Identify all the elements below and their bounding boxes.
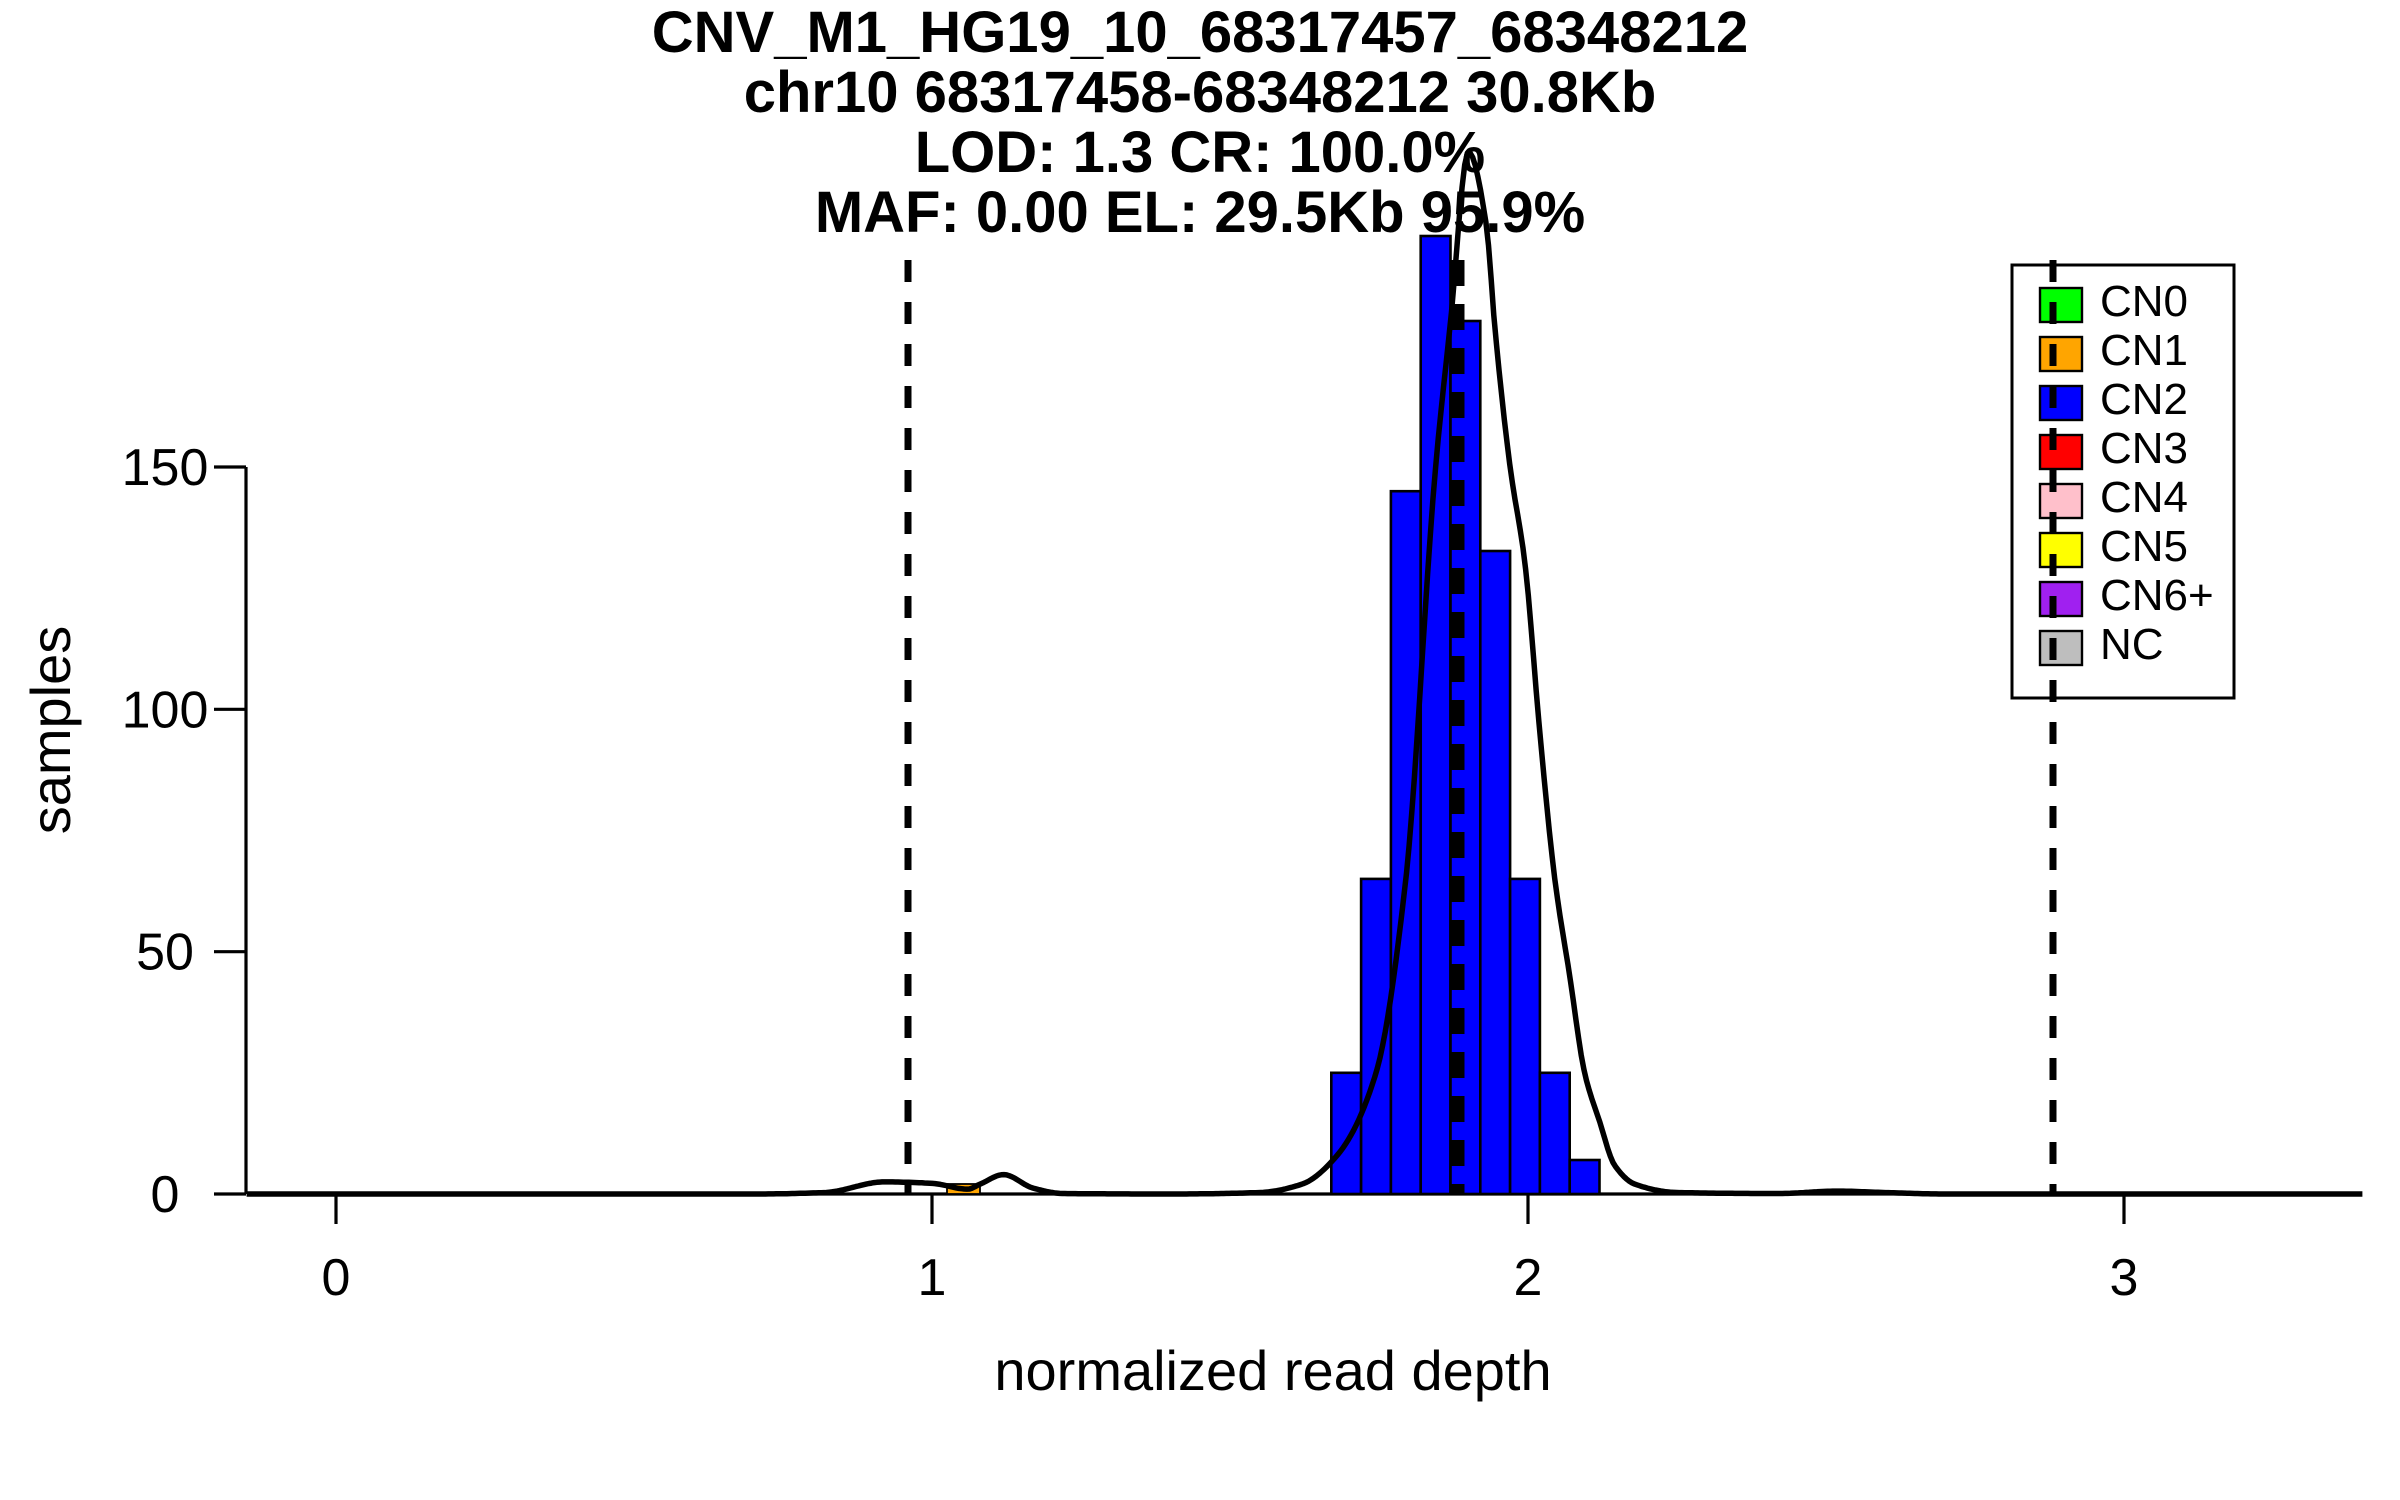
svg-text:0: 0 — [322, 1249, 351, 1307]
svg-text:100: 100 — [122, 681, 209, 739]
svg-text:CN2: CN2 — [2100, 375, 2188, 424]
svg-text:LOD: 1.3 CR: 100.0%: LOD: 1.3 CR: 100.0% — [915, 120, 1486, 185]
svg-text:3: 3 — [2110, 1249, 2139, 1307]
svg-text:0: 0 — [151, 1166, 180, 1224]
svg-text:150: 150 — [122, 439, 209, 497]
svg-text:CN4: CN4 — [2100, 473, 2188, 522]
svg-text:CN6+: CN6+ — [2100, 571, 2214, 620]
svg-text:CN1: CN1 — [2100, 326, 2188, 375]
svg-text:normalized read depth: normalized read depth — [994, 1339, 1551, 1402]
svg-text:2: 2 — [1514, 1249, 1543, 1307]
svg-text:50: 50 — [136, 924, 194, 982]
svg-text:MAF: 0.00 EL: 29.5Kb 95.9%: MAF: 0.00 EL: 29.5Kb 95.9% — [815, 180, 1585, 245]
svg-text:chr10 68317458-68348212 30.8Kb: chr10 68317458-68348212 30.8Kb — [744, 60, 1657, 125]
svg-text:NC: NC — [2100, 620, 2164, 669]
svg-text:CNV_M1_HG19_10_68317457_683482: CNV_M1_HG19_10_68317457_68348212 — [652, 0, 1748, 65]
svg-text:CN5: CN5 — [2100, 522, 2188, 571]
svg-text:CN0: CN0 — [2100, 277, 2188, 326]
svg-text:samples: samples — [19, 626, 82, 835]
svg-text:CN3: CN3 — [2100, 424, 2188, 473]
svg-text:1: 1 — [918, 1249, 947, 1307]
